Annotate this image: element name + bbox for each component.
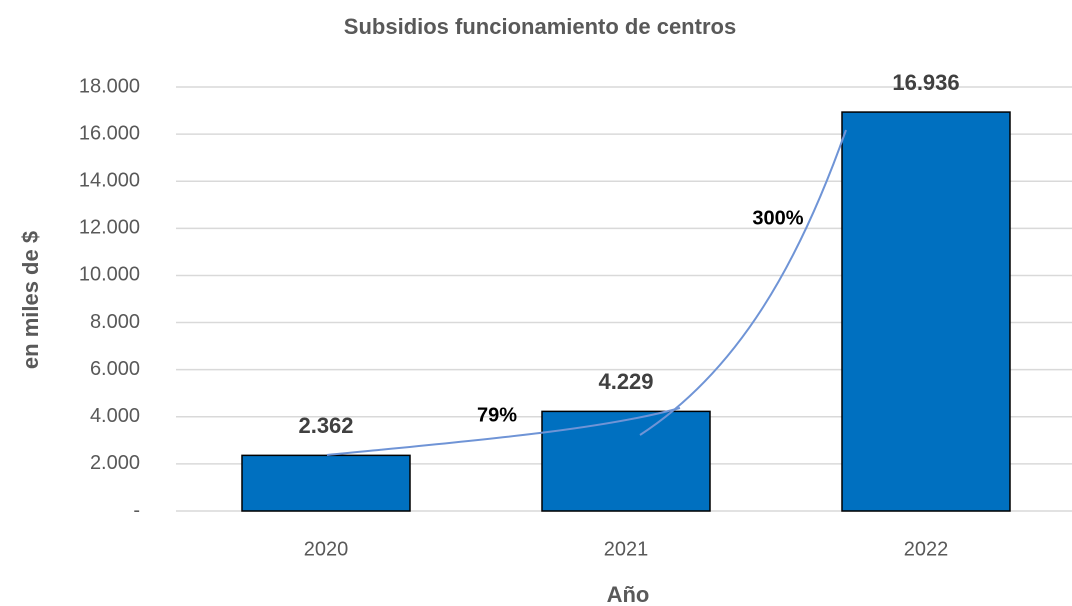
y-tick-label: 12.000 [79,217,140,239]
y-tick-label: 2.000 [90,452,140,474]
trend-curve [639,129,847,436]
y-tick-label: 6.000 [90,358,140,380]
y-tick-label: - [133,499,140,521]
y-tick-label: 18.000 [79,75,140,97]
data-label: 16.936 [892,70,959,95]
annotation: 79% [477,404,517,426]
data-label: 4.229 [598,369,653,394]
plot-area: - 2.000 4.000 6.000 8.000 10.000 12.000 14.000 1… [79,70,1072,560]
x-tick-label: 2020 [304,538,349,560]
y-tick-label: 16.000 [79,122,140,144]
chart-title: Subsidios funcionamiento de centros [344,14,736,39]
y-tick-label: 8.000 [90,311,140,333]
bar [541,410,711,512]
data-label: 2.362 [298,413,353,438]
y-tick-label: 4.000 [90,405,140,427]
y-tick-label: 10.000 [79,264,140,286]
x-tick-label: 2021 [604,538,649,560]
annotation: 300% [752,207,803,229]
y-axis-label: en miles de $ [18,231,43,369]
x-tick-label: 2022 [904,538,949,560]
bar [841,111,1011,512]
bar [241,454,411,512]
x-axis-label: Año [607,582,650,606]
y-tick-label: 14.000 [79,170,140,192]
trend-curve [326,407,681,456]
